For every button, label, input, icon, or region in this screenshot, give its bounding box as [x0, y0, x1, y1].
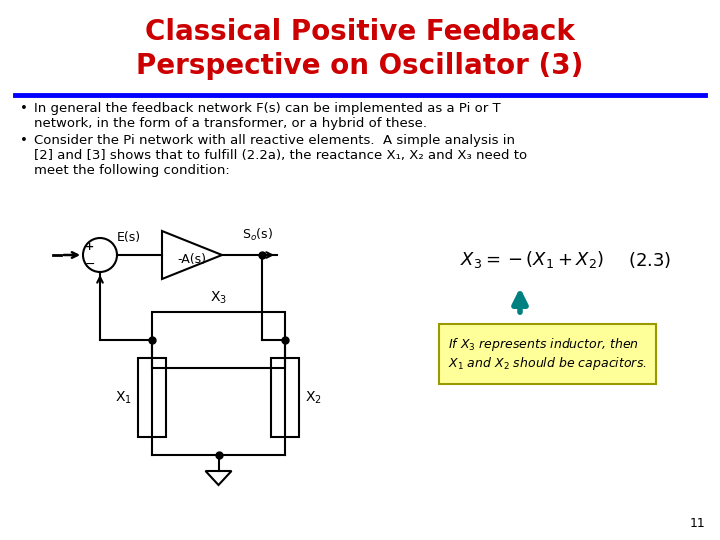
Text: X$_3$: X$_3$ [210, 289, 227, 306]
Text: X$_1$: X$_1$ [115, 389, 132, 406]
Text: +: + [86, 242, 94, 252]
Text: meet the following condition:: meet the following condition: [34, 164, 230, 177]
Text: X$_2$: X$_2$ [305, 389, 322, 406]
Text: •: • [20, 102, 28, 115]
Text: Perspective on Oscillator (3): Perspective on Oscillator (3) [136, 52, 584, 80]
Text: -A(s): -A(s) [178, 253, 207, 266]
Text: $(2.3)$: $(2.3)$ [628, 250, 671, 270]
Text: −: − [85, 258, 95, 271]
Text: In general the feedback network F(s) can be implemented as a Pi or T: In general the feedback network F(s) can… [34, 102, 500, 115]
Text: Classical Positive Feedback: Classical Positive Feedback [145, 18, 575, 46]
Text: network, in the form of a transformer, or a hybrid of these.: network, in the form of a transformer, o… [34, 117, 427, 130]
FancyBboxPatch shape [439, 324, 656, 384]
Text: If $X_3$ represents inductor, then
$X_1$ and $X_2$ should be capacitors.: If $X_3$ represents inductor, then $X_1$… [448, 336, 647, 372]
Text: Consider the Pi network with all reactive elements.  A simple analysis in: Consider the Pi network with all reactiv… [34, 134, 515, 147]
Text: 11: 11 [689, 517, 705, 530]
Text: E(s): E(s) [117, 231, 141, 244]
Text: S$_o$(s): S$_o$(s) [241, 227, 272, 243]
Text: •: • [20, 134, 28, 147]
Text: $X_3 = -\left(X_1 + X_2\right)$: $X_3 = -\left(X_1 + X_2\right)$ [460, 249, 604, 271]
Text: [2] and [3] shows that to fulfill (2.2a), the reactance X₁, X₂ and X₃ need to: [2] and [3] shows that to fulfill (2.2a)… [34, 149, 527, 162]
